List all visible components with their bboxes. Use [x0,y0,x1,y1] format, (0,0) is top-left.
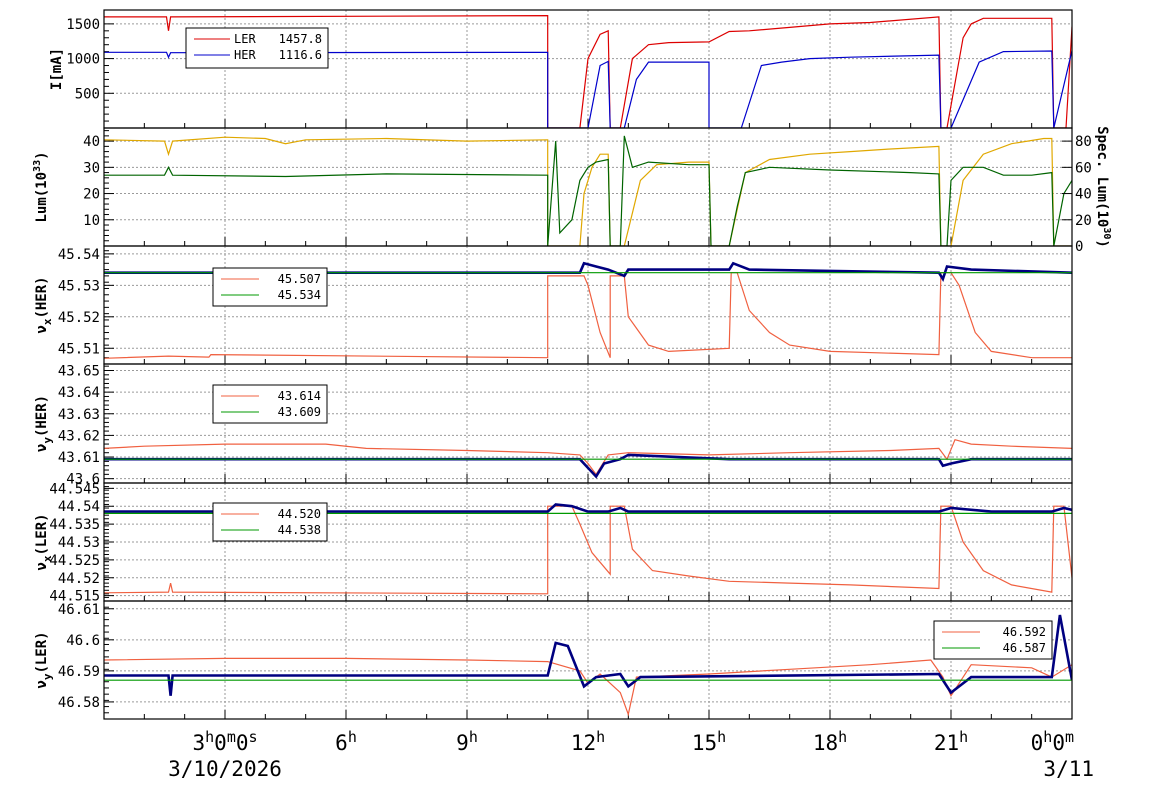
y-tick-label: 44.515 [49,589,100,605]
legend-value: 43.609 [278,405,321,419]
y2-tick-label: 0 [1075,239,1083,255]
x-tick-label: 18h [813,728,847,755]
legend: 46.592 46.587 [933,620,1053,660]
y2-tick-label: 40 [1075,187,1092,203]
panel-lum: 10 20 30 40 0 20 40 60 80 Spec. Lum(1030) Lum(1033… [32,126,1112,255]
series-blue [104,453,1072,479]
y-axis-label: νx(LER) [34,513,54,570]
y-tick-label: 44.545 [49,481,100,497]
y-axis-label: Lum(1033) [32,151,50,222]
legend: 43.614 43.609 [212,384,328,424]
x-tick-label: 3h0m0s [192,728,257,755]
y-tick-label: 10 [83,213,100,229]
legend-value: 45.507 [278,272,321,286]
series-red [104,272,1072,359]
legend-box [212,384,328,424]
y-tick-label: 43.64 [58,385,100,401]
y2-tick-label: 80 [1075,134,1092,150]
y2-tick-label: 60 [1075,160,1092,176]
series-red [104,505,1072,595]
x-tick-label: 6h [335,728,357,755]
panel-nux_ler: 44.515 44.52 44.525 44.53 44.535 44.54 44.545 ν… [34,481,1073,605]
x-tick-label: 0h0m [1031,728,1074,755]
y-tick-label: 30 [83,160,100,176]
legend-box [212,267,328,307]
y-tick-label: 1000 [66,52,100,68]
y-tick-label: 43.61 [58,450,100,466]
series-blue [104,503,1072,513]
x-tick-label: 15h [692,728,726,755]
y-tick-label: 45.51 [58,341,100,357]
y-tick-label: 43.62 [58,428,100,444]
legend-value: 45.534 [278,288,321,302]
series-her [104,50,1072,128]
series-lum [104,136,1072,246]
y-axis-label: νx(HER) [34,276,54,333]
legend-box [185,27,329,69]
series-spec-lum [104,135,1072,246]
legend-value: 1116.6 [279,48,322,62]
y-tick-label: 45.53 [58,278,100,294]
panel-frame [103,600,1073,720]
x-tick-label: 9h [456,728,478,755]
y2-axis-label: Spec. Lum(1030) [1094,126,1112,248]
legend-value: 46.592 [1003,625,1046,639]
date-right-label: 3/11 [1043,757,1094,781]
y-axis-label: νy(HER) [34,395,54,452]
legend-label: HER [234,48,256,62]
legend-value: 43.614 [278,389,321,403]
date-left-label: 3/10/2026 [168,757,282,781]
y-tick-label: 45.52 [58,310,100,326]
y-tick-label: 20 [83,187,100,203]
y-tick-label: 46.6 [66,633,100,649]
y-tick-label: 46.58 [58,695,100,711]
y-tick-label: 43.65 [58,363,100,379]
legend-value: 44.538 [278,523,321,537]
y-tick-label: 43.6 [66,472,100,488]
series-red [104,438,1072,476]
legend-label: LER [234,32,256,46]
x-tick-label: 21h [934,728,968,755]
legend: LER 1457.8 HER 1116.6 [185,27,329,69]
y-tick-label: 44.535 [49,517,100,533]
series-blue [104,614,1072,696]
legend-value: 1457.8 [279,32,322,46]
legend: 44.520 44.538 [212,502,328,542]
y2-tick-label: 20 [1075,213,1092,229]
y-tick-label: 43.63 [58,407,100,423]
y-tick-label: 44.54 [58,499,100,515]
y-tick-label: 1500 [66,17,100,33]
series-ler [104,14,1072,128]
y-tick-label: 44.52 [58,571,100,587]
y-tick-label: 45.54 [58,247,100,263]
legend-value: 44.520 [278,507,321,521]
y-axis-label: νy(LER) [34,631,54,688]
y-tick-label: 44.53 [58,535,100,551]
y-tick-label: 44.525 [49,553,100,569]
legend-value: 46.587 [1003,641,1046,655]
legend-box [212,502,328,542]
y-tick-label: 500 [75,86,100,102]
x-tick-label: 12h [571,728,605,755]
legend: 45.507 45.534 [212,267,328,307]
series-red [104,657,1072,717]
y-tick-label: 40 [83,134,100,150]
series-blue [104,261,1072,283]
y-tick-label: 46.61 [58,602,100,618]
y-axis-label: I[mA] [49,48,65,90]
y-tick-label: 46.59 [58,664,100,680]
legend-box [933,620,1053,660]
